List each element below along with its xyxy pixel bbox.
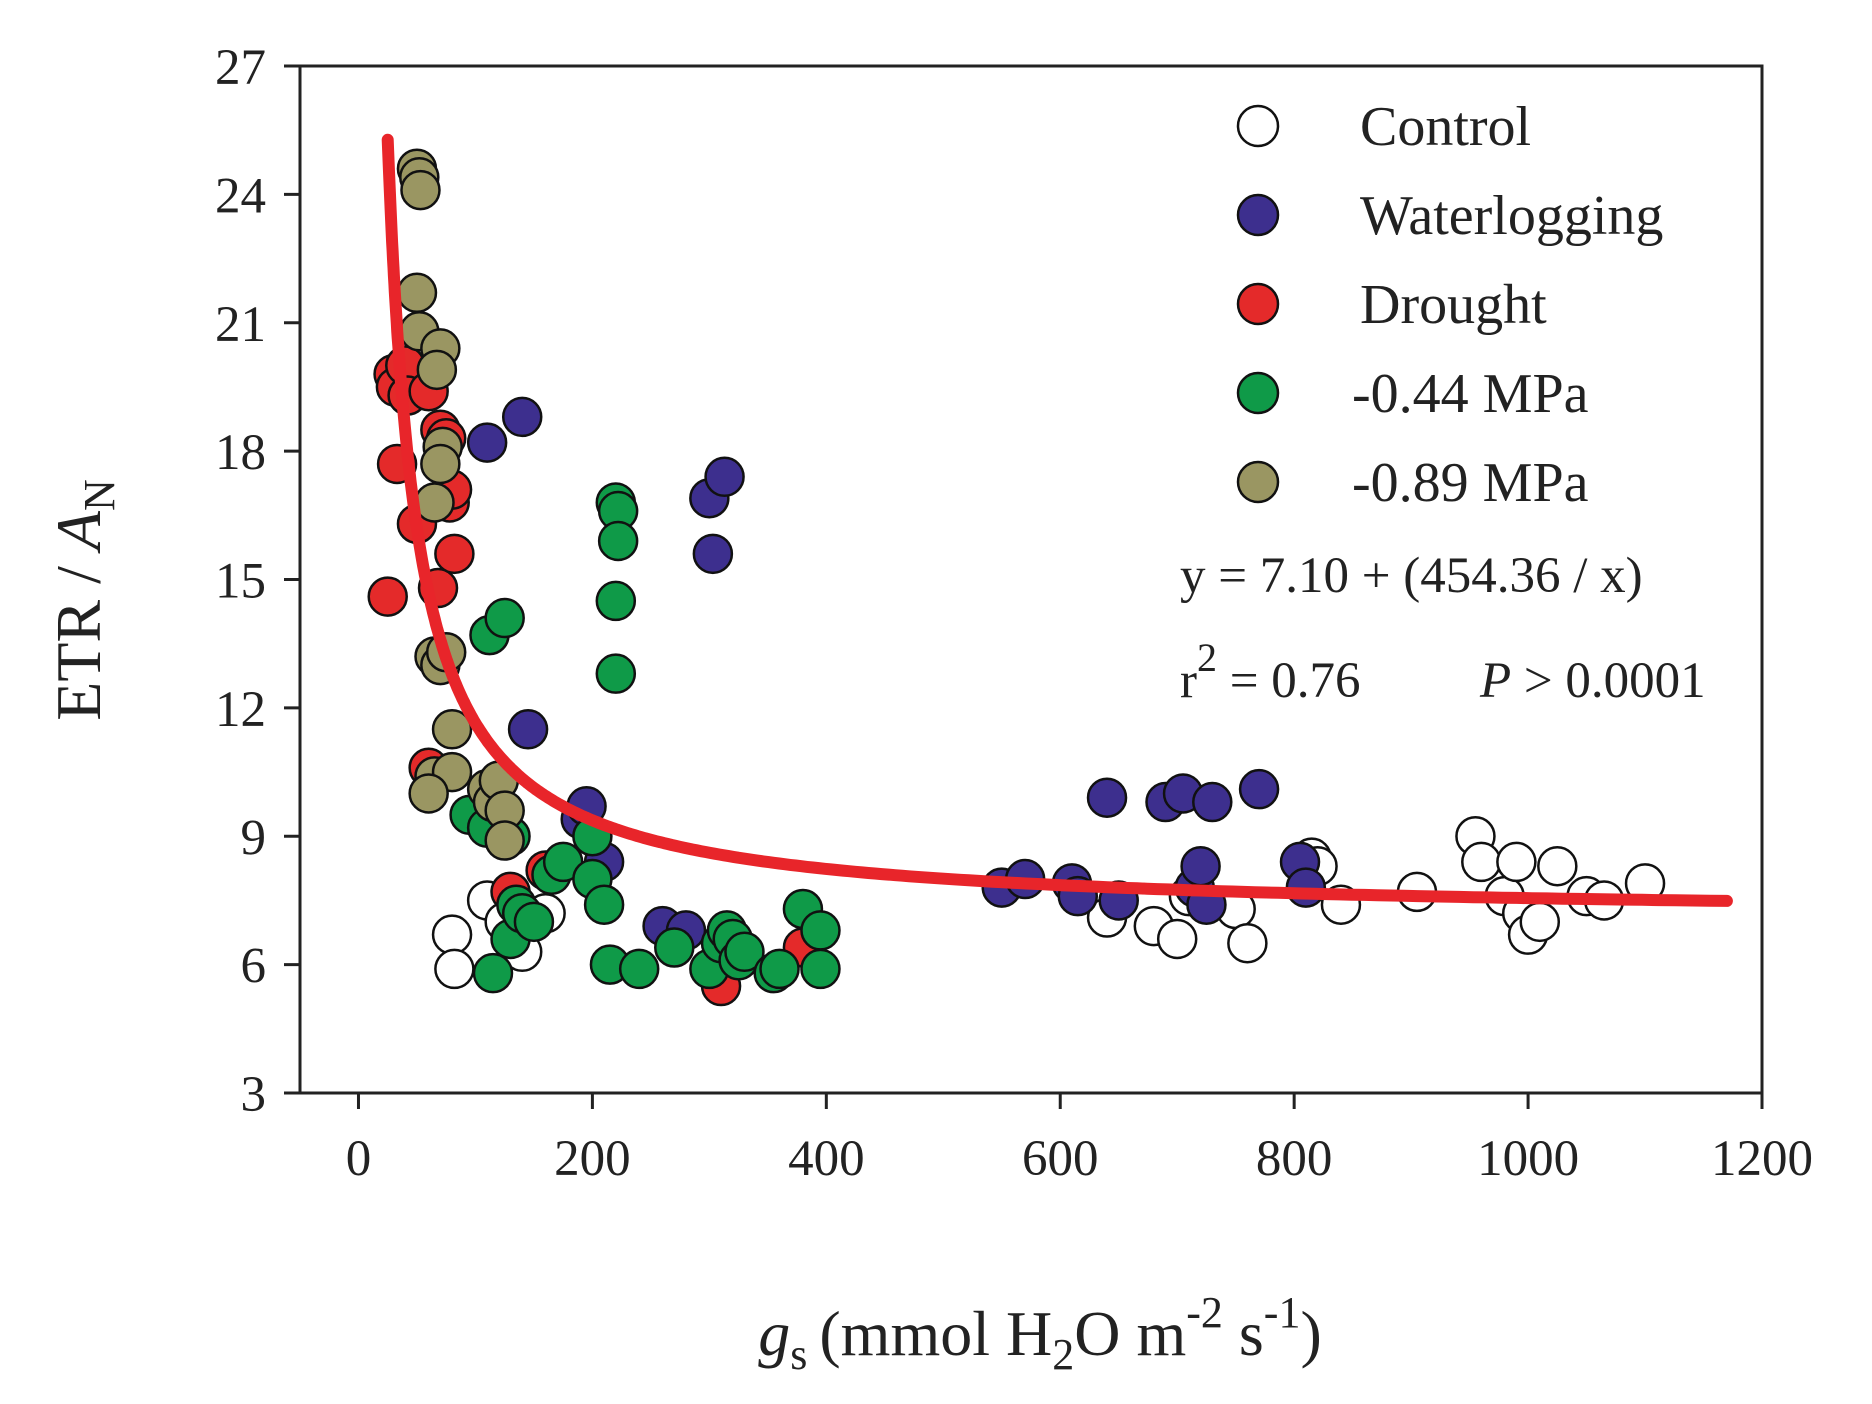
legend-label-control: Control bbox=[1360, 96, 1531, 158]
data-point-waterlogging bbox=[501, 396, 543, 438]
x-title-close: ) bbox=[1300, 1298, 1321, 1369]
r2-sup: 2 bbox=[1197, 635, 1217, 680]
y-tick-label: 24 bbox=[215, 168, 266, 224]
y-title-symbol: A bbox=[43, 510, 114, 554]
x-title-unit: (mmol H bbox=[819, 1298, 1052, 1369]
data-point-drought bbox=[434, 533, 475, 575]
y-title-prefix: ETR / bbox=[43, 550, 114, 721]
data-point-0-89-mpa bbox=[431, 709, 473, 750]
data-point-waterlogging bbox=[692, 533, 734, 575]
x-tick-label: 1000 bbox=[1477, 1131, 1579, 1187]
y-tick-label: 6 bbox=[241, 939, 267, 995]
x-tick-label: 400 bbox=[788, 1131, 865, 1187]
y-tick-label: 15 bbox=[215, 554, 266, 610]
data-point-0-44-mpa bbox=[618, 948, 660, 990]
x-title-unit-mid: O m bbox=[1074, 1298, 1186, 1369]
data-point-waterlogging bbox=[1180, 845, 1221, 887]
data-point-0-89-mpa bbox=[416, 349, 458, 391]
data-point-waterlogging bbox=[466, 422, 508, 463]
x-axis-title: gs (mmol H2O m-2 s-1) bbox=[758, 1288, 1322, 1379]
data-point-0-44-mpa bbox=[724, 931, 765, 973]
y-tick-label: 3 bbox=[241, 1067, 267, 1123]
fit-curve bbox=[381, 133, 1733, 907]
y-tick-label: 27 bbox=[215, 40, 266, 96]
x-tick-label: 600 bbox=[1022, 1131, 1099, 1187]
data-point-0-44-mpa bbox=[595, 653, 637, 694]
fit-equation: y = 7.10 + (454.36 / x) bbox=[1180, 548, 1643, 604]
data-point-0-44-mpa bbox=[472, 952, 514, 994]
data-point-waterlogging bbox=[507, 709, 549, 750]
data-point-control bbox=[434, 948, 475, 990]
data-point-control bbox=[1156, 918, 1198, 960]
legend-label-waterlogging: Waterlogging bbox=[1360, 185, 1663, 247]
y-tick-label: 9 bbox=[241, 810, 267, 866]
data-point-0-44-mpa bbox=[583, 884, 625, 925]
data-point-waterlogging bbox=[704, 456, 745, 498]
p-symbol: P bbox=[1479, 653, 1511, 709]
data-point-0-44-mpa bbox=[759, 948, 800, 990]
data-point-control bbox=[1461, 841, 1502, 883]
data-point-0-89-mpa bbox=[420, 443, 461, 485]
r2-value: = 0.76 bbox=[1217, 653, 1361, 709]
x-tick-label: 1200 bbox=[1711, 1131, 1813, 1187]
data-point-0-44-mpa bbox=[513, 901, 555, 943]
data-point-waterlogging bbox=[1192, 781, 1233, 823]
x-title-unit-end: s bbox=[1223, 1298, 1264, 1369]
data-point-0-89-mpa bbox=[484, 820, 525, 861]
data-point-0-44-mpa bbox=[595, 580, 637, 622]
y-title-subscript: N bbox=[75, 479, 124, 511]
y-tick-label: 21 bbox=[215, 297, 266, 353]
x-title-sup1: -2 bbox=[1186, 1288, 1223, 1337]
x-title-unit-sub: 2 bbox=[1052, 1330, 1074, 1379]
x-title-sup2: -1 bbox=[1264, 1288, 1301, 1337]
x-tick-label: 0 bbox=[346, 1131, 372, 1187]
data-point-0-89-mpa bbox=[408, 773, 449, 814]
data-point-0-44-mpa bbox=[654, 927, 695, 968]
data-point-waterlogging bbox=[1086, 777, 1128, 818]
data-point-control bbox=[1227, 922, 1268, 964]
legend-marker-waterlogging bbox=[1236, 193, 1280, 237]
data-point-0-44-mpa bbox=[800, 948, 841, 990]
legend-marker-drought bbox=[1236, 282, 1280, 326]
p-rest: > 0.0001 bbox=[1511, 653, 1706, 709]
y-tick-label: 12 bbox=[215, 682, 266, 738]
data-point-control bbox=[1537, 845, 1578, 887]
p-value-annotation: P > 0.0001 bbox=[1479, 653, 1706, 709]
legend: Control Waterlogging Drought -0.44 MPa -0.89… bbox=[1236, 96, 1663, 514]
y-axis-title: ETR / AN bbox=[43, 479, 124, 721]
data-point-control bbox=[1496, 841, 1537, 883]
x-title-symbol: g bbox=[758, 1298, 790, 1369]
fit-group bbox=[381, 133, 1733, 907]
x-tick-label: 200 bbox=[554, 1131, 631, 1187]
data-point-0-44-mpa bbox=[597, 520, 639, 562]
legend-marker-0-44-mpa bbox=[1236, 371, 1280, 415]
legend-label-drought: Drought bbox=[1360, 274, 1547, 336]
legend-marker-0-89-mpa bbox=[1236, 460, 1280, 504]
data-point-0-89-mpa bbox=[400, 169, 441, 211]
data-point-drought bbox=[367, 576, 408, 617]
x-title-subscript: s bbox=[790, 1330, 807, 1379]
r2-prefix: r bbox=[1180, 653, 1197, 709]
data-point-waterlogging bbox=[1238, 768, 1280, 810]
data-point-0-89-mpa bbox=[396, 272, 438, 314]
data-point-control bbox=[1519, 901, 1561, 943]
data-point-control bbox=[431, 914, 473, 955]
legend-label-0-44-mpa: -0.44 MPa bbox=[1352, 363, 1589, 425]
ticks-group: 0 200 400 600 800 1000 1200 3 6 9 12 15 18 21 24 27 bbox=[215, 40, 1813, 1187]
data-point-0-89-mpa bbox=[414, 482, 455, 523]
legend-label-0-89-mpa: -0.89 MPa bbox=[1352, 452, 1589, 514]
x-tick-label: 800 bbox=[1256, 1131, 1333, 1187]
legend-marker-control bbox=[1236, 104, 1280, 148]
data-point-0-44-mpa bbox=[484, 597, 525, 639]
r-squared-annotation: r2 = 0.76 bbox=[1180, 635, 1361, 709]
data-point-0-44-mpa bbox=[800, 910, 841, 951]
y-tick-label: 18 bbox=[215, 425, 266, 481]
